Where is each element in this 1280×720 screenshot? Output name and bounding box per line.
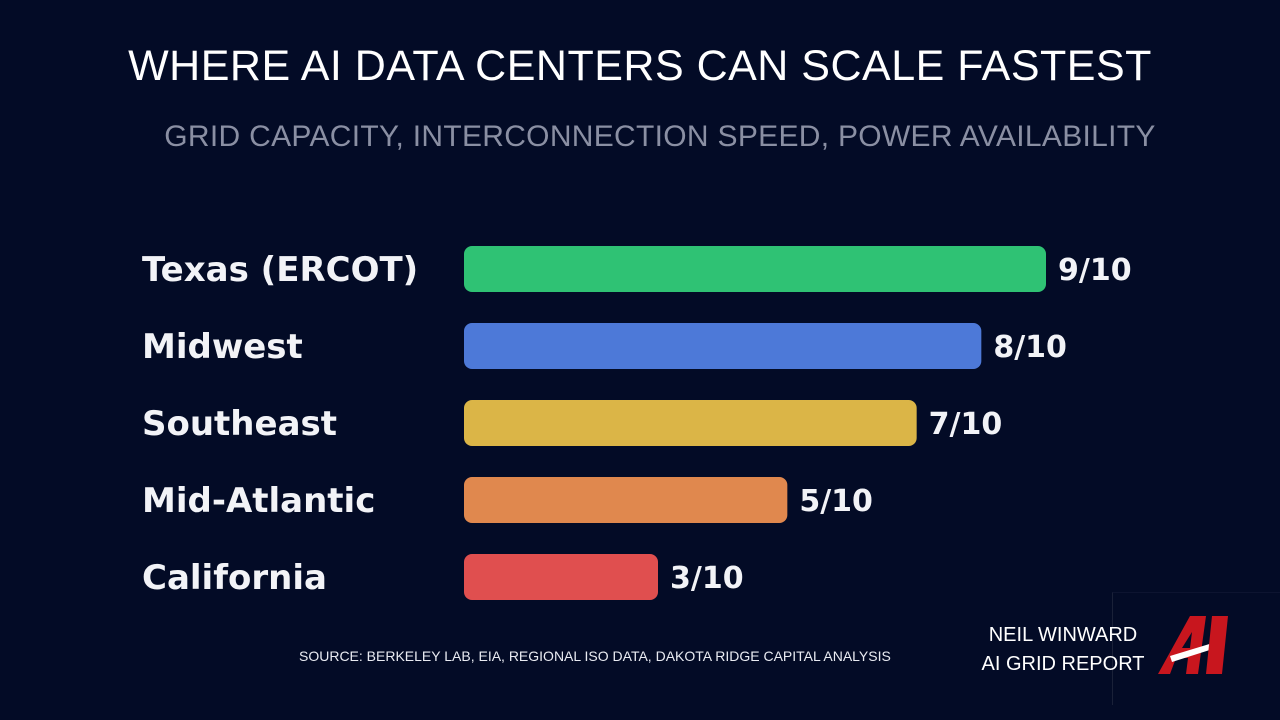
bar [464, 554, 658, 600]
bar [464, 477, 788, 523]
bar [464, 246, 1046, 292]
bars-group: Texas (ERCOT) 9/10 Midwest 8/10 Southeast 7/1… [142, 246, 1132, 600]
brand-line-1: NEIL WINWARD [988, 624, 1138, 646]
chart-title: WHERE AI DATA CENTERS CAN SCALE FASTEST [128, 42, 1152, 90]
bar [464, 323, 982, 369]
chart-subtitle: GRID CAPACITY, INTERCONNECTION SPEED, PO… [164, 120, 1156, 153]
category-label: Southeast [142, 404, 337, 444]
value-label: 8/10 [993, 330, 1067, 365]
category-label: California [142, 558, 327, 598]
source-note: SOURCE: BERKELEY LAB, EIA, REGIONAL ISO … [299, 648, 891, 664]
value-label: 5/10 [799, 484, 873, 519]
category-label: Texas (ERCOT) [142, 250, 418, 290]
ai-logo-icon [1158, 616, 1228, 674]
value-label: 7/10 [929, 407, 1003, 442]
logo-frame [1112, 592, 1280, 705]
brand-text: NEIL WINWARD AI GRID REPORT [960, 621, 1166, 679]
brand-line-2: AI GRID REPORT [981, 653, 1145, 675]
value-label: 3/10 [670, 561, 744, 596]
category-label: Mid-Atlantic [142, 481, 375, 521]
category-label: Midwest [142, 327, 303, 367]
bar [464, 400, 917, 446]
value-label: 9/10 [1058, 253, 1132, 288]
